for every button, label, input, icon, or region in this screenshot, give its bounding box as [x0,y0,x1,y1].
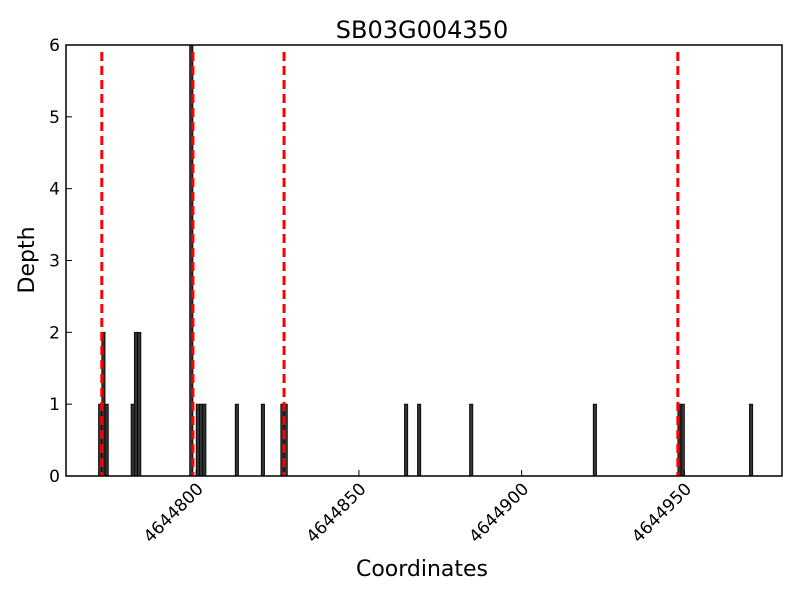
x-tick-label: 4644900 [465,479,533,547]
depth-bar [680,403,685,477]
y-axis: 0 1 2 3 4 5 6 [49,36,72,487]
depth-bar [749,403,754,477]
depth-bar [417,403,422,477]
y-tick-label: 2 [49,323,60,343]
plot-frame [65,44,783,477]
depth-bar [104,403,109,477]
depth-bar [195,403,200,477]
depth-bar [592,403,597,477]
y-tick-label: 6 [49,36,60,56]
y-tick-label: 5 [49,108,60,128]
depth-bar [404,403,409,477]
x-axis: 4644800 4644850 4644900 4644950 [140,470,696,547]
vlines-layer [100,52,680,476]
chart-title: SB03G004350 [336,16,508,44]
bars-layer [98,44,754,477]
y-tick-label: 4 [49,180,60,200]
x-axis-label: Coordinates [356,557,488,582]
y-tick-label: 3 [49,252,60,272]
depth-bar [202,403,207,477]
y-axis-label: Depth [15,226,40,293]
depth-bar [133,331,139,477]
depth-bar [260,403,265,477]
x-tick-label: 4644850 [303,479,371,547]
depth-bar [130,403,135,477]
x-tick-label: 4644950 [628,479,696,547]
depth-bar [469,403,474,477]
depth-bar [234,403,239,477]
y-tick-label: 1 [49,395,60,415]
depth-bar [199,403,204,477]
x-tick-label: 4644800 [140,479,208,547]
y-tick-label: 0 [49,467,60,487]
depth-bar [137,331,142,477]
